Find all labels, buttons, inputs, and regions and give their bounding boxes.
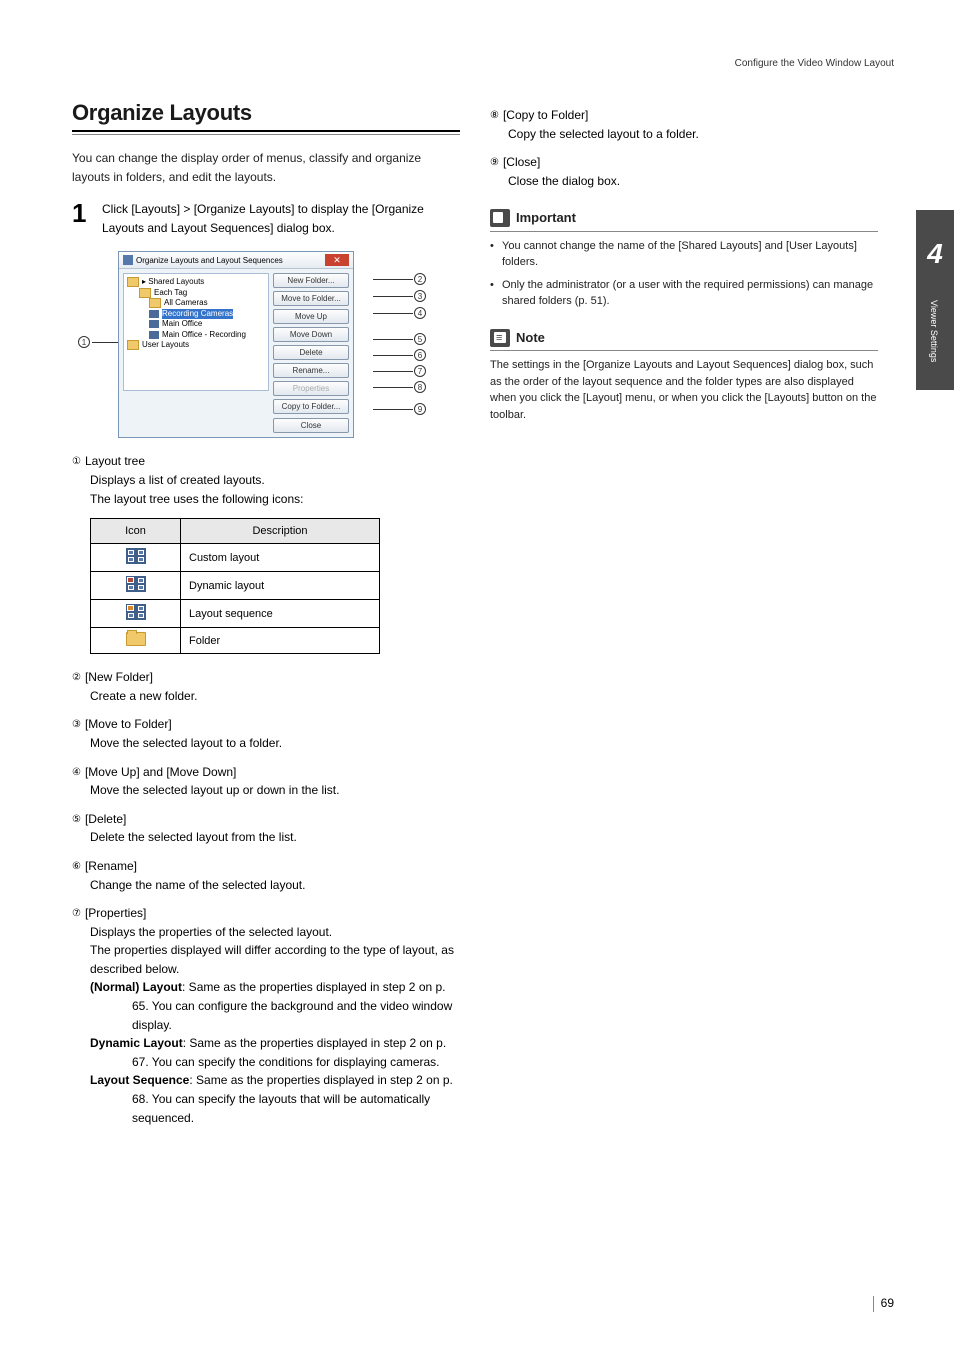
callout-2: 2 — [414, 273, 426, 285]
def-delete: ⑤[Delete] Delete the selected layout fro… — [72, 810, 460, 847]
table-row: Custom layout — [91, 544, 380, 572]
new-folder-button[interactable]: New Folder... — [273, 273, 349, 288]
tree-main-office[interactable]: Main Office — [139, 319, 265, 329]
layout-tree-pane[interactable]: ▸ Shared Layouts Each Tag All Cameras Re… — [123, 273, 269, 391]
table-row: Layout sequence — [91, 600, 380, 628]
dialog-title-text: Organize Layouts and Layout Sequences — [136, 256, 283, 265]
note-title: Note — [516, 328, 545, 348]
def-copy-to-folder: ⑧[Copy to Folder] Copy the selected layo… — [490, 106, 878, 143]
chapter-side-label: Viewer Settings — [929, 300, 939, 362]
callout-5: 5 — [414, 333, 426, 345]
step-number: 1 — [72, 200, 92, 226]
copy-to-folder-button[interactable]: Copy to Folder... — [273, 399, 349, 414]
callout-8: 8 — [414, 381, 426, 393]
def-close: ⑨[Close] Close the dialog box. — [490, 153, 878, 190]
close-button[interactable]: Close — [273, 418, 349, 433]
important-bullet-2: Only the administrator (or a user with t… — [490, 277, 878, 310]
important-title: Important — [516, 208, 576, 228]
move-to-folder-button[interactable]: Move to Folder... — [273, 291, 349, 306]
note-icon — [490, 329, 510, 347]
important-icon — [490, 209, 510, 227]
table-row: Dynamic layout — [91, 572, 380, 600]
section-title: Organize Layouts — [72, 100, 460, 126]
tree-user-layouts[interactable]: User Layouts — [127, 340, 265, 351]
table-header-desc: Description — [181, 519, 380, 544]
move-down-button[interactable]: Move Down — [273, 327, 349, 342]
dynamic-layout-icon — [126, 576, 146, 592]
callout-3: 3 — [414, 290, 426, 302]
header-breadcrumb: Configure the Video Window Layout — [735, 58, 894, 69]
tree-all-cameras[interactable]: All Cameras — [139, 298, 265, 309]
folder-icon — [126, 632, 146, 646]
callout-7: 7 — [414, 365, 426, 377]
note-text: The settings in the [Organize Layouts an… — [490, 357, 878, 423]
rename-button[interactable]: Rename... — [273, 363, 349, 378]
page-number-divider — [873, 1296, 874, 1312]
def-properties: ⑦[Properties] Displays the properties of… — [72, 904, 460, 1127]
note-box: Note The settings in the [Organize Layou… — [490, 328, 878, 424]
page-number: 69 — [881, 1296, 894, 1310]
delete-button[interactable]: Delete — [273, 345, 349, 360]
chapter-number: 4 — [916, 210, 954, 290]
callout-4: 4 — [414, 307, 426, 319]
icon-description-table: Icon Description Custom layout Dynamic l… — [90, 518, 380, 654]
step-text: Click [Layouts] > [Organize Layouts] to … — [102, 200, 460, 237]
tree-shared-layouts[interactable]: ▸ Shared Layouts — [127, 277, 265, 288]
step-1: 1 Click [Layouts] > [Organize Layouts] t… — [72, 200, 460, 237]
table-header-icon: Icon — [91, 519, 181, 544]
def-rename: ⑥[Rename] Change the name of the selecte… — [72, 857, 460, 894]
important-bullet-1: You cannot change the name of the [Share… — [490, 238, 878, 271]
dialog-titlebar: Organize Layouts and Layout Sequences ✕ — [119, 252, 353, 269]
table-row: Folder — [91, 628, 380, 654]
move-up-button[interactable]: Move Up — [273, 309, 349, 324]
section-intro: You can change the display order of menu… — [72, 149, 460, 186]
def-new-folder: ②[New Folder] Create a new folder. — [72, 668, 460, 705]
properties-button[interactable]: Properties — [273, 381, 349, 396]
chapter-tab: 4 Viewer Settings — [916, 210, 954, 390]
tree-each-tag[interactable]: Each Tag — [139, 288, 265, 299]
close-icon[interactable]: ✕ — [325, 254, 349, 266]
def-move-up-down: ④[Move Up] and [Move Down] Move the sele… — [72, 763, 460, 800]
organize-layouts-dialog: Organize Layouts and Layout Sequences ✕ … — [118, 251, 408, 438]
def-layout-tree: ①Layout tree Displays a list of created … — [72, 452, 460, 508]
right-column: ⑧[Copy to Folder] Copy the selected layo… — [490, 100, 878, 1137]
callout-1: 1 — [78, 336, 90, 348]
app-icon — [123, 255, 133, 265]
custom-layout-icon — [126, 548, 146, 564]
tree-main-office-rec[interactable]: Main Office - Recording — [139, 330, 265, 340]
left-column: Organize Layouts You can change the disp… — [72, 100, 460, 1137]
callout-9: 9 — [414, 403, 426, 415]
def-move-to-folder: ③[Move to Folder] Move the selected layo… — [72, 715, 460, 752]
tree-recording-cameras[interactable]: Recording Cameras — [139, 309, 265, 319]
callout-6: 6 — [414, 349, 426, 361]
important-box: Important You cannot change the name of … — [490, 208, 878, 310]
layout-sequence-icon — [126, 604, 146, 620]
